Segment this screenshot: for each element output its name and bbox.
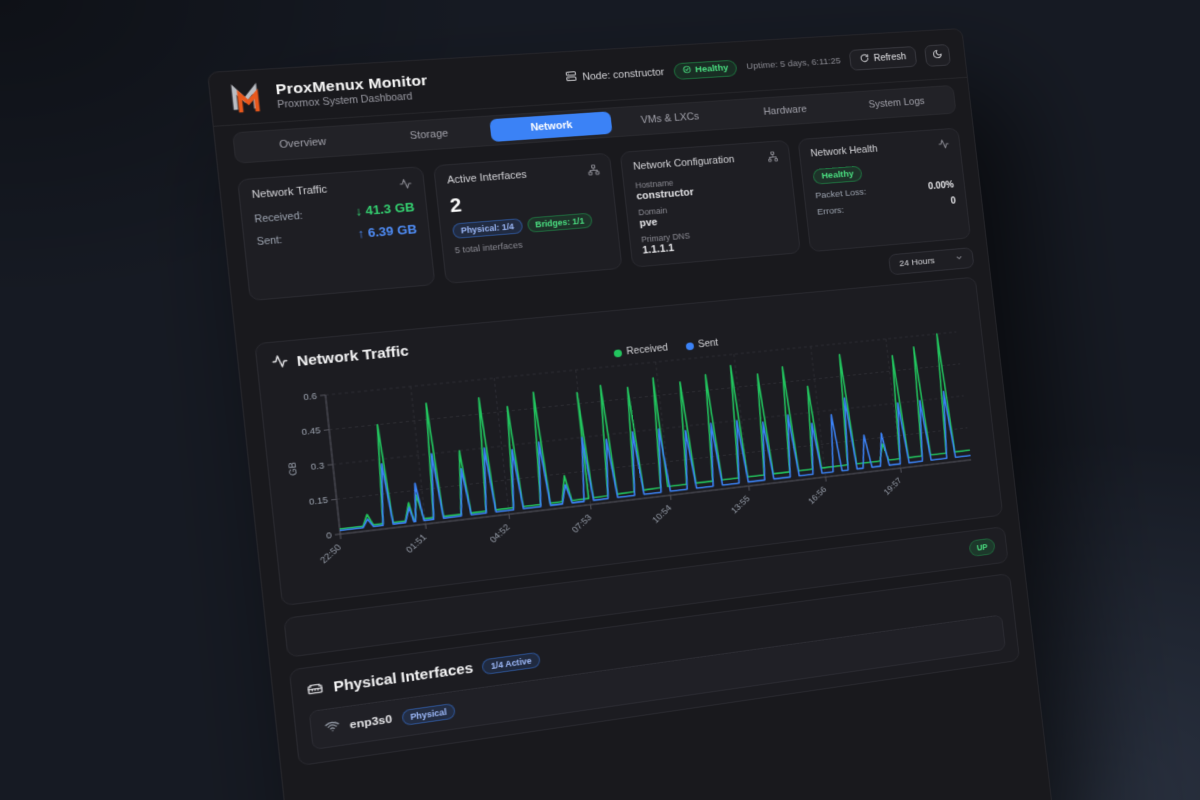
proxmenux-logo (227, 78, 268, 116)
physical-interfaces-title: Physical Interfaces (333, 660, 474, 695)
uptime-label: Uptime: 5 days, 6:11:25 (746, 56, 841, 72)
svg-text:01:51: 01:51 (404, 532, 429, 555)
chevron-down-icon (955, 253, 964, 264)
health-badge: Healthy (812, 166, 863, 185)
legend-dot-received (613, 349, 622, 357)
time-range-select[interactable]: 24 Hours (888, 247, 974, 275)
proxmenux-dashboard-window: ProxMenux Monitor Proxmox System Dashboa… (207, 28, 1054, 800)
physical-count-badge: Physical: 1/4 (452, 218, 523, 239)
interface-type-badge: Physical (401, 702, 456, 725)
active-count-badge: 1/4 Active (482, 651, 541, 674)
svg-text:22:50: 22:50 (318, 543, 343, 566)
refresh-button[interactable]: Refresh (849, 46, 918, 71)
health-status-badge: Healthy (673, 59, 738, 79)
moon-icon (932, 48, 943, 61)
interface-name: enp3s0 (349, 713, 393, 731)
activity-icon (399, 178, 413, 193)
card-title: Network Traffic (251, 184, 328, 201)
tab-vms-lxcs[interactable]: VMs & LXCs (610, 104, 729, 134)
refresh-icon (859, 53, 870, 65)
tab-network[interactable]: Network (490, 111, 613, 142)
network-nodes-icon (587, 164, 601, 179)
svg-text:16:56: 16:56 (807, 485, 829, 507)
svg-text:10:54: 10:54 (651, 503, 674, 525)
network-configuration-card: Network Configuration Hostname construct… (620, 140, 801, 268)
wifi-icon (324, 718, 341, 737)
svg-text:13:55: 13:55 (729, 494, 752, 516)
svg-text:0.45: 0.45 (301, 426, 321, 438)
chart-title: Network Traffic (296, 343, 409, 369)
network-tree-icon (766, 151, 779, 166)
received-label: Received: (254, 211, 303, 225)
received-value: ↓ 41.3 GB (354, 201, 415, 219)
svg-text:GB: GB (287, 461, 300, 476)
legend-dot-sent (685, 342, 694, 350)
network-health-card: Network Health Healthy Packet Loss: 0.00… (797, 128, 971, 253)
activity-icon (938, 138, 950, 152)
svg-text:0: 0 (326, 531, 332, 542)
activity-icon (271, 353, 289, 373)
card-title: Active Interfaces (447, 169, 528, 186)
svg-text:0.15: 0.15 (309, 496, 329, 508)
packet-loss-label: Packet Loss: (815, 187, 867, 201)
server-icon (565, 70, 579, 85)
brand: ProxMenux Monitor Proxmox System Dashboa… (227, 69, 430, 117)
sent-label: Sent: (256, 235, 282, 248)
svg-text:04:52: 04:52 (488, 523, 512, 546)
packet-loss-value: 0.00% (928, 180, 955, 192)
svg-text:0.3: 0.3 (310, 461, 325, 473)
bridges-count-badge: Bridges: 1/1 (526, 213, 593, 233)
active-interfaces-card: Active Interfaces 2 Physical: 1/4 Bridge… (433, 153, 623, 284)
card-title: Network Configuration (633, 154, 735, 173)
tab-storage[interactable]: Storage (365, 119, 492, 150)
svg-text:07:53: 07:53 (570, 513, 594, 535)
errors-value: 0 (950, 196, 956, 206)
card-title: Network Health (810, 143, 878, 159)
check-circle-icon (682, 65, 692, 77)
ethernet-port-icon (305, 679, 324, 700)
svg-text:19:57: 19:57 (882, 476, 904, 497)
node-indicator: Node: constructor (565, 65, 665, 85)
dark-mode-toggle[interactable] (924, 44, 951, 67)
tab-overview[interactable]: Overview (237, 128, 368, 160)
page-background: ProxMenux Monitor Proxmox System Dashboa… (0, 0, 1200, 800)
tab-system-logs[interactable]: System Logs (840, 89, 952, 118)
errors-label: Errors: (817, 205, 845, 217)
tab-hardware[interactable]: Hardware (727, 96, 843, 126)
sent-value: ↑ 6.39 GB (357, 223, 418, 241)
network-traffic-card: Network Traffic Received: ↓ 41.3 GB Sent… (237, 166, 435, 301)
node-label: Node: constructor (582, 66, 665, 82)
svg-text:0.6: 0.6 (303, 391, 318, 403)
interface-up-badge: UP (969, 538, 996, 558)
